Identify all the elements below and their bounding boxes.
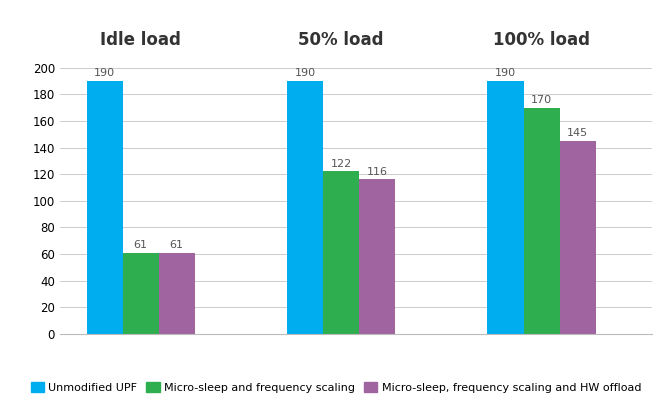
- Bar: [122, 253, 159, 334]
- Bar: [560, 141, 595, 334]
- Legend: Unmodified UPF, Micro-sleep and frequency scaling, Micro-sleep, frequency scalin: Unmodified UPF, Micro-sleep and frequenc…: [26, 378, 646, 397]
- Text: 170: 170: [531, 95, 552, 105]
- Text: 145: 145: [567, 128, 588, 138]
- Text: 190: 190: [495, 68, 516, 78]
- Text: 190: 190: [294, 68, 316, 78]
- Text: 61: 61: [134, 240, 148, 250]
- Text: 100% load: 100% load: [493, 31, 590, 49]
- Bar: [287, 81, 323, 334]
- Text: 116: 116: [367, 167, 388, 177]
- Bar: [159, 253, 195, 334]
- Bar: [523, 107, 560, 334]
- Bar: [487, 81, 523, 334]
- Text: 122: 122: [331, 159, 351, 169]
- Text: 61: 61: [170, 240, 183, 250]
- Text: 50% load: 50% load: [298, 31, 384, 49]
- Bar: [87, 81, 122, 334]
- Bar: [323, 171, 359, 334]
- Text: 190: 190: [94, 68, 115, 78]
- Text: Idle load: Idle load: [100, 31, 181, 49]
- Bar: [359, 179, 395, 334]
